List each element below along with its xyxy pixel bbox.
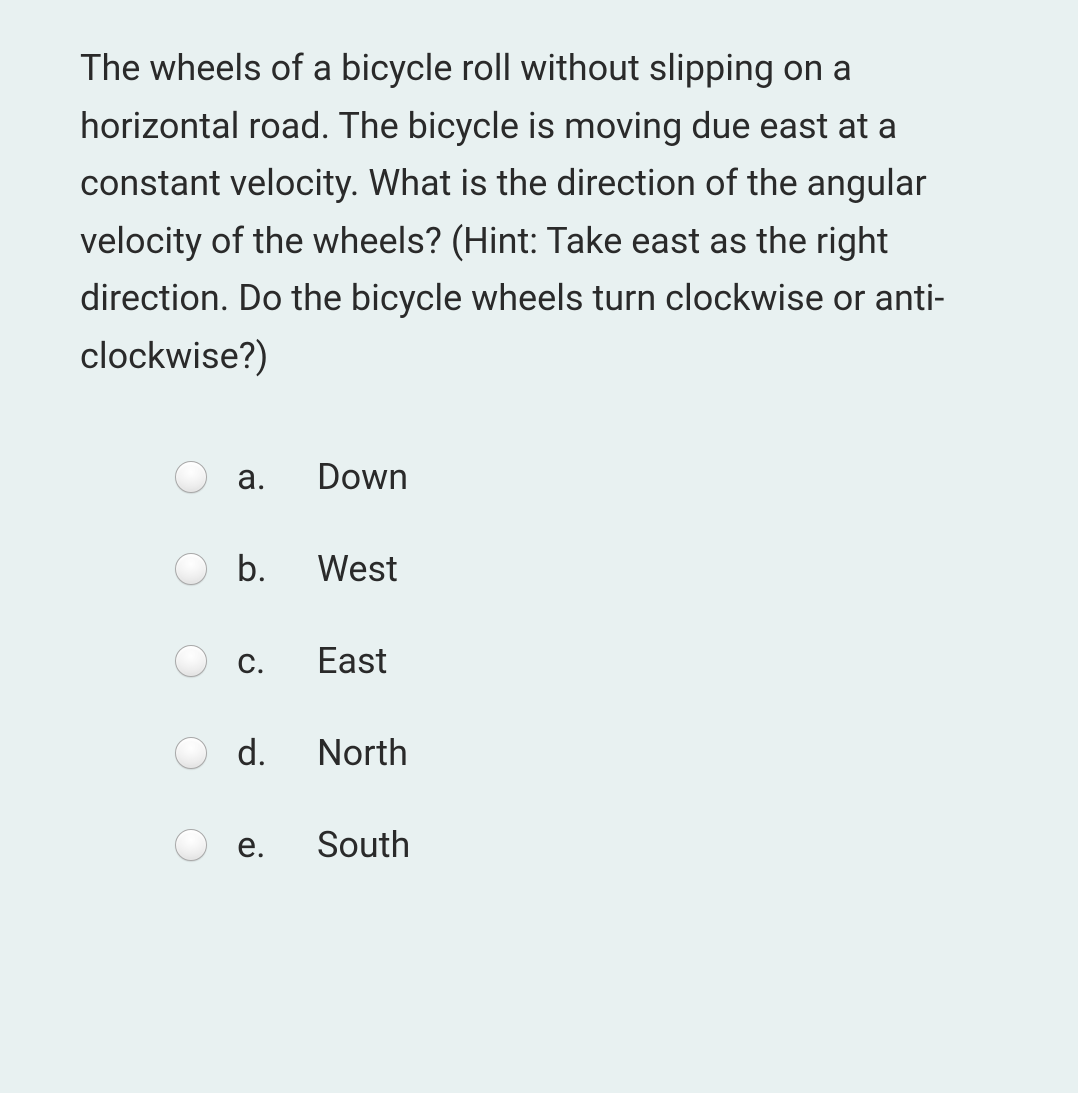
option-letter: e. [237, 824, 287, 866]
option-row-b[interactable]: b. West [175, 548, 998, 590]
option-text: North [317, 732, 408, 774]
radio-button-c[interactable] [175, 645, 207, 677]
radio-button-e[interactable] [175, 829, 207, 861]
option-row-a[interactable]: a. Down [175, 456, 998, 498]
option-row-d[interactable]: d. North [175, 732, 998, 774]
radio-button-a[interactable] [175, 461, 207, 493]
option-letter: d. [237, 732, 287, 774]
option-letter: b. [237, 548, 287, 590]
option-row-c[interactable]: c. East [175, 640, 998, 682]
radio-button-d[interactable] [175, 737, 207, 769]
radio-button-b[interactable] [175, 553, 207, 585]
option-text: West [317, 548, 398, 590]
option-text: East [317, 640, 387, 682]
question-text: The wheels of a bicycle roll without sli… [80, 40, 998, 386]
option-text: South [317, 824, 410, 866]
options-list: a. Down b. West c. East d. North e. Sout… [80, 456, 998, 866]
option-letter: c. [237, 640, 287, 682]
option-letter: a. [237, 456, 287, 498]
option-row-e[interactable]: e. South [175, 824, 998, 866]
question-container: The wheels of a bicycle roll without sli… [80, 40, 998, 866]
option-text: Down [317, 456, 408, 498]
